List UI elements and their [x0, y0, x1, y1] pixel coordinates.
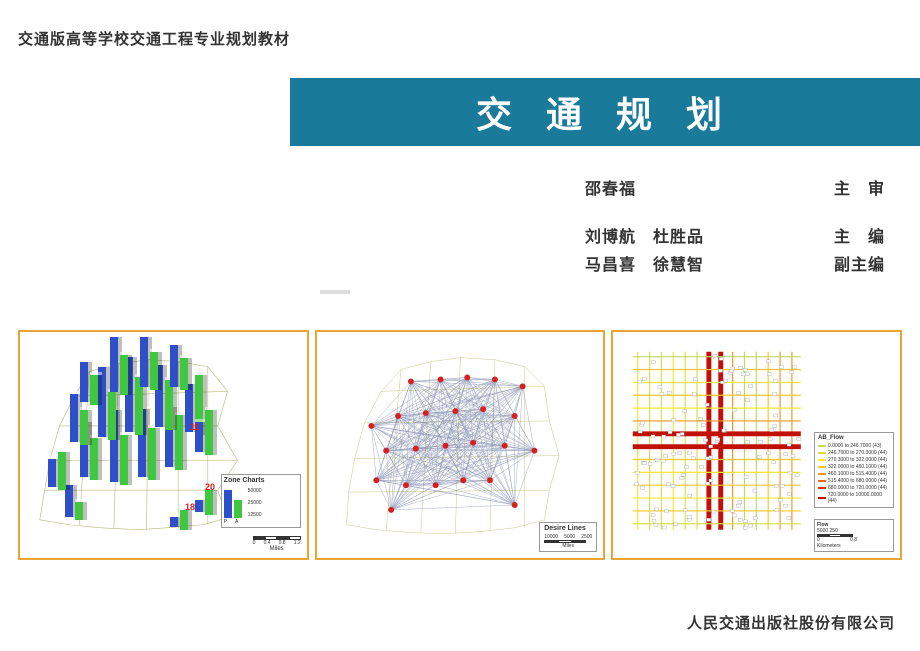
flow-legend-row: 0.0000 to 246.7000 (43) — [818, 443, 890, 449]
fb-label: Kilometers — [817, 543, 891, 549]
legend-bar-a — [234, 500, 242, 518]
series-header: 交通版高等学校交通工程专业规划教材 — [18, 28, 290, 49]
desire-legend: Desire Lines 10000 5000 2500 Miles — [539, 522, 597, 552]
zone-red-label: 20 — [205, 482, 215, 492]
title-banner: 交 通 规 划 — [290, 78, 920, 146]
flow-legend-row: 322.0000 to 460.1000 (44) — [818, 464, 890, 470]
flow-legend-title: AB_Flow — [818, 435, 890, 441]
editor-names: 刘博航 杜胜品 — [585, 223, 834, 247]
sb1-t3: 1.2 — [294, 540, 301, 546]
reviewer-role: 主 审 — [834, 175, 885, 199]
flow-legend-row: 460.1000 to 515.4000 (44) — [818, 471, 890, 477]
authors-block: 邵春福 主 审 刘博航 杜胜品 主 编 马昌喜 徐慧智 副主编 — [585, 175, 885, 279]
zone-legend: Zone Charts 50000 25000 12500 P A — [221, 474, 301, 528]
figure-ab-flow: AB_Flow 0.0000 to 246.7000 (43)246.7000 … — [611, 330, 902, 560]
flow-legend-row: 720.0000 to 10000.0000 (44) — [818, 492, 890, 504]
dl-scale-label: Miles — [544, 543, 592, 549]
author-row-editor: 刘博航 杜胜品 主 编 — [585, 223, 885, 247]
figure-desire-lines: Desire Lines 10000 5000 2500 Miles — [315, 330, 606, 560]
assoc-editor-role: 副主编 — [834, 251, 885, 275]
desire-legend-title: Desire Lines — [544, 525, 592, 532]
page-marker — [320, 290, 350, 294]
zone-scalebar: 0 0.4 0.8 1.2 Miles — [253, 536, 301, 552]
zone-red-label: 11 — [190, 422, 200, 432]
reviewer-name: 邵春福 — [585, 175, 834, 199]
legend-bar-p — [224, 490, 232, 518]
author-row-reviewer: 邵春福 主 审 — [585, 175, 885, 199]
publisher-footer: 人民交通出版社股份有限公司 — [687, 612, 895, 633]
legend-tick-2: 12500 — [248, 512, 262, 518]
flow-legend-row: 270.3000 to 322.0000 (44) — [818, 457, 890, 463]
sb1-t0: 0 — [253, 540, 256, 546]
legend-a-label: A — [235, 519, 238, 525]
main-title: 交 通 规 划 — [476, 86, 734, 138]
fb-t2: 0.8 — [850, 537, 857, 543]
legend-p-label: P — [224, 519, 227, 525]
zone-red-label: 18 — [185, 502, 195, 512]
flow-legend: AB_Flow 0.0000 to 246.7000 (43)246.7000 … — [814, 432, 894, 508]
legend-tick-1: 25000 — [248, 500, 262, 506]
zone-legend-title: Zone Charts — [224, 477, 298, 484]
flow-legend-row: 246.7000 to 270.3000 (44) — [818, 450, 890, 456]
flow-legend-row: 680.0000 to 720.0000 (44) — [818, 485, 890, 491]
sb1-label: Miles — [253, 546, 301, 552]
editor-role: 主 编 — [834, 223, 885, 247]
flow-legend-row: 515.4000 to 680.0000 (44) — [818, 478, 890, 484]
figures-row: 11 20 18 Zone Charts 50000 25000 12500 P A — [18, 330, 902, 560]
flow-scalebar: Flow 5000 250 0 0.8 Kilometers — [814, 519, 894, 552]
assoc-editor-names: 马昌喜 徐慧智 — [585, 251, 834, 275]
figure-zone-charts: 11 20 18 Zone Charts 50000 25000 12500 P A — [18, 330, 309, 560]
author-row-assoc: 马昌喜 徐慧智 副主编 — [585, 251, 885, 275]
legend-tick-0: 50000 — [248, 488, 262, 494]
